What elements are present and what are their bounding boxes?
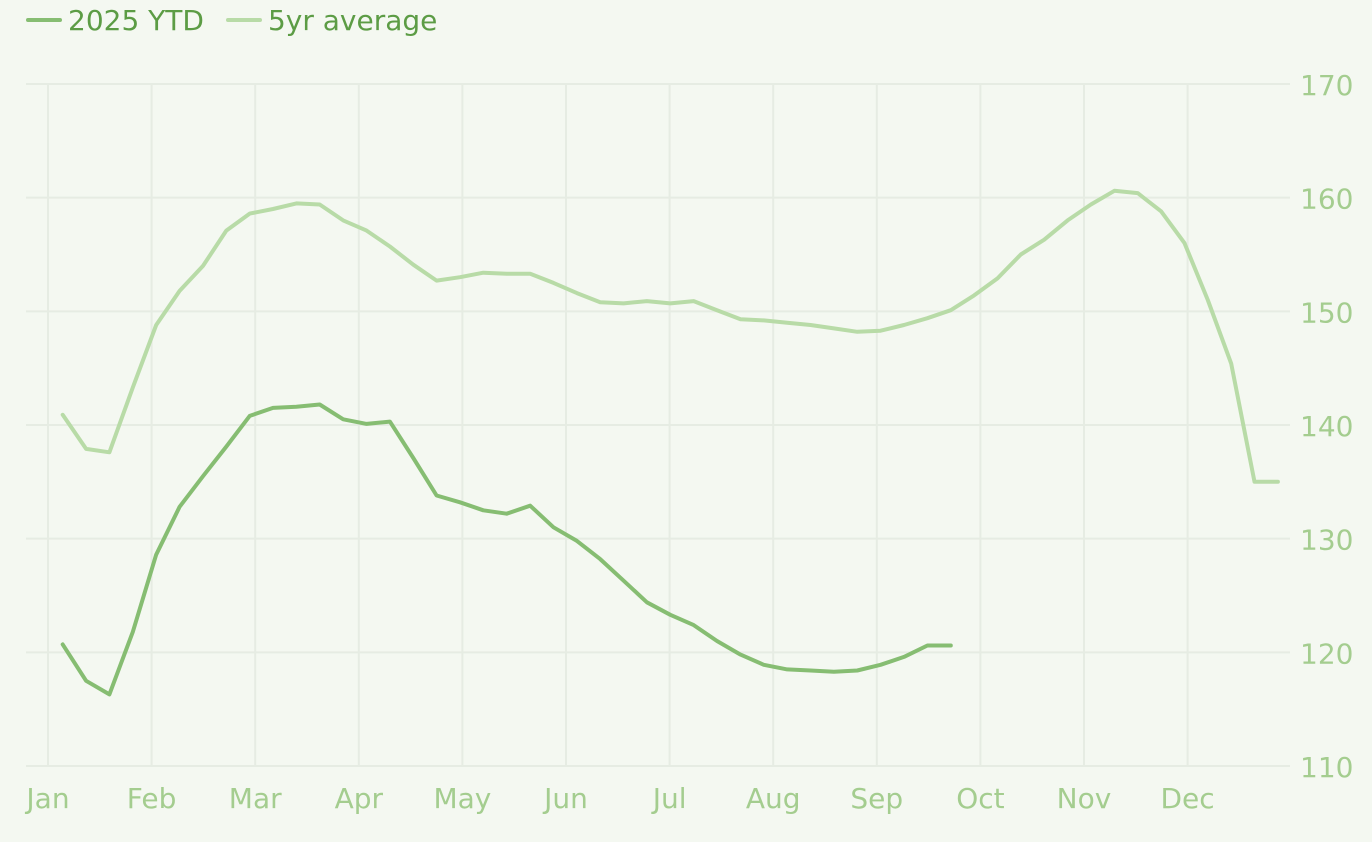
chart-legend: 2025 YTD 5yr average xyxy=(26,0,437,40)
legend-item-5yr-average: 5yr average xyxy=(225,3,438,37)
x-tick-label-jan: Jan xyxy=(24,782,69,815)
y-tick-label-110: 110 xyxy=(1300,751,1353,784)
x-tick-label-oct: Oct xyxy=(956,782,1004,815)
x-tick-label-jun: Jun xyxy=(542,782,588,815)
y-tick-label-150: 150 xyxy=(1300,296,1353,329)
x-axis-labels: Jan Feb Mar Apr May Jun Jul Aug Sep Oct Nov Dec xyxy=(24,782,1214,815)
legend-swatch-2025-ytd xyxy=(26,18,62,22)
y-tick-label-120: 120 xyxy=(1300,637,1353,670)
y-tick-label-130: 130 xyxy=(1300,524,1353,557)
y-axis-labels: 110 120 130 140 150 160 170 xyxy=(1300,69,1353,784)
series-lines xyxy=(60,188,1280,697)
x-tick-label-feb: Feb xyxy=(127,782,177,815)
y-tick-label-160: 160 xyxy=(1300,183,1353,216)
legend-swatch-5yr-average xyxy=(225,18,262,22)
x-tick-label-nov: Nov xyxy=(1057,782,1112,815)
x-tick-label-jul: Jul xyxy=(651,782,687,815)
series-line-5yr-average xyxy=(60,188,1280,484)
horizontal-gridlines xyxy=(26,83,1290,767)
x-tick-label-sep: Sep xyxy=(850,782,903,815)
x-tick-label-apr: Apr xyxy=(335,782,384,815)
legend-label-5yr-average: 5yr average xyxy=(267,3,438,37)
series-line-2025-ytd xyxy=(60,402,953,697)
x-tick-label-aug: Aug xyxy=(746,782,801,815)
x-tick-label-may: May xyxy=(433,782,491,815)
legend-item-2025-ytd: 2025 YTD xyxy=(26,4,204,37)
y-tick-label-170: 170 xyxy=(1300,69,1353,102)
vertical-gridlines xyxy=(47,84,1189,766)
legend-label-2025-ytd: 2025 YTD xyxy=(68,3,204,37)
x-tick-label-dec: Dec xyxy=(1161,782,1215,815)
x-tick-label-mar: Mar xyxy=(229,782,282,815)
y-tick-label-140: 140 xyxy=(1300,410,1353,443)
